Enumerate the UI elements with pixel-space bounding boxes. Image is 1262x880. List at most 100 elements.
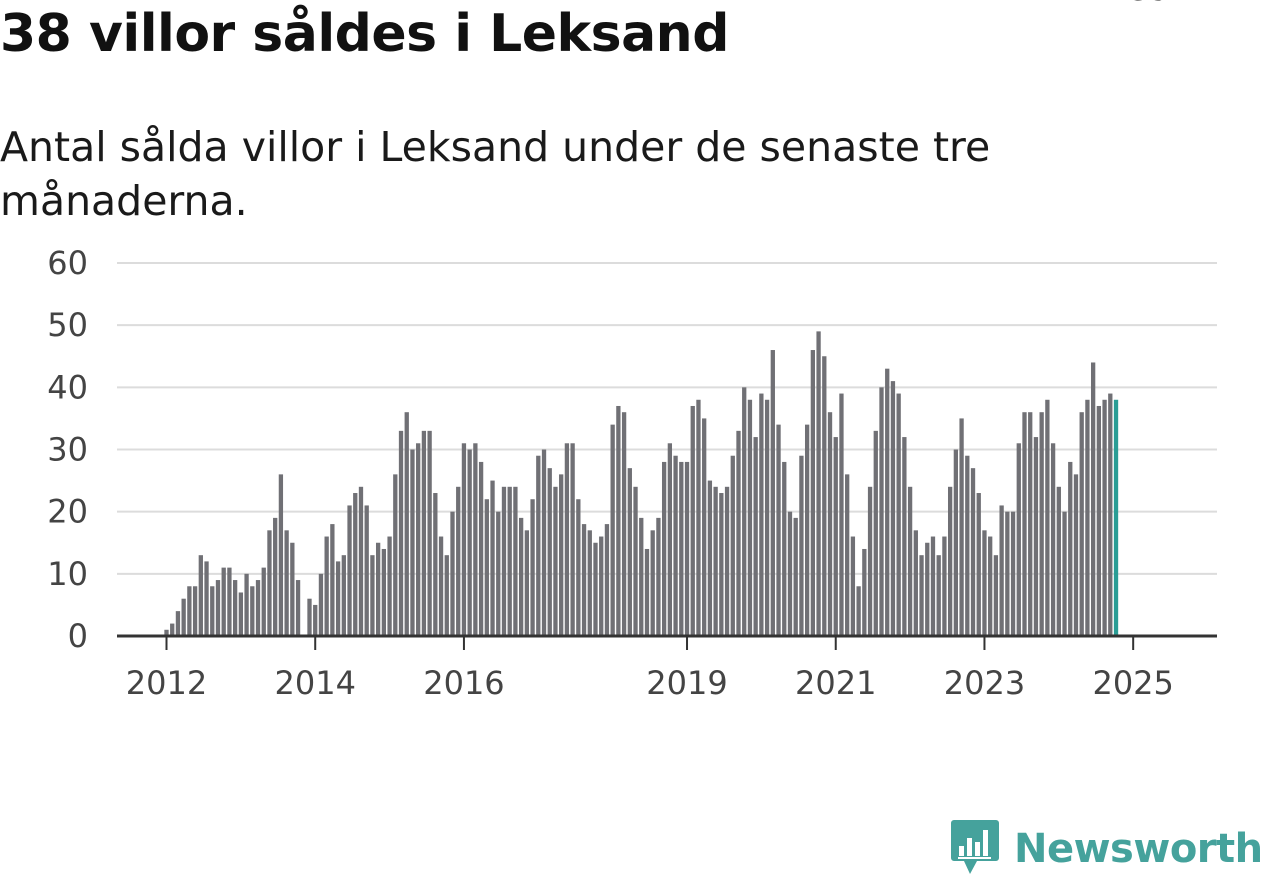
bar — [358, 486, 364, 636]
x-tick-label-2023: 2023 — [944, 664, 1025, 702]
bar — [581, 524, 587, 636]
bars — [164, 331, 1119, 636]
bar — [770, 350, 775, 636]
bar — [450, 511, 455, 636]
bar — [673, 455, 678, 636]
gridlines — [117, 262, 1217, 575]
bar — [644, 548, 650, 636]
bar — [959, 418, 964, 636]
bar — [736, 430, 741, 636]
bar — [1022, 412, 1027, 636]
bar — [215, 580, 221, 636]
bar — [318, 573, 324, 636]
bar — [587, 530, 592, 636]
bar — [650, 530, 655, 636]
x-tick-label-2019: 2019 — [646, 664, 727, 702]
bar — [930, 536, 936, 636]
bar — [793, 517, 798, 636]
y-tick-label-60: 60 — [47, 244, 88, 282]
bar — [570, 443, 575, 636]
bar — [547, 468, 552, 636]
bar — [999, 505, 1004, 636]
bar — [444, 555, 449, 636]
x-tick-label-2014: 2014 — [275, 664, 356, 702]
bar — [175, 611, 181, 636]
bar — [742, 387, 747, 636]
bar — [438, 536, 444, 636]
bar — [713, 486, 718, 636]
bar — [227, 567, 232, 636]
bar — [1068, 461, 1073, 636]
bar — [398, 430, 404, 636]
bar — [473, 443, 478, 636]
chart-title: 38 villor såldes i Leksand — [0, 4, 729, 64]
bar — [273, 517, 278, 636]
bar — [313, 604, 318, 636]
bar — [164, 629, 169, 636]
bar — [381, 548, 387, 636]
bar — [210, 586, 215, 636]
bar — [627, 468, 632, 636]
bar — [850, 536, 856, 636]
bar — [856, 586, 861, 636]
bar — [456, 486, 461, 636]
bar — [1079, 412, 1084, 636]
bar — [724, 486, 730, 636]
bar — [1062, 511, 1067, 636]
bar — [873, 430, 878, 636]
bar — [478, 461, 484, 636]
bar — [1085, 399, 1090, 636]
bar — [330, 524, 335, 636]
bar — [610, 424, 615, 636]
bar — [810, 350, 816, 636]
bar — [804, 424, 810, 636]
x-ticks: 2012 2014 2016 2019 2021 2023 2025 — [126, 636, 1174, 702]
bar — [507, 486, 512, 636]
bar — [982, 530, 987, 636]
bar — [919, 555, 924, 636]
y-tick-label-20: 20 — [47, 493, 88, 531]
bar — [862, 548, 867, 636]
bar — [484, 499, 489, 636]
bar — [993, 555, 999, 636]
bar — [536, 455, 541, 636]
bar — [1016, 443, 1021, 636]
bar — [913, 530, 918, 636]
bar — [696, 399, 701, 636]
y-tick-label-0: 0 — [68, 617, 88, 655]
bar — [238, 592, 244, 636]
bar — [204, 561, 209, 636]
bar — [192, 586, 198, 636]
bar — [518, 517, 524, 636]
last-value-label: 38 — [1130, 0, 1167, 7]
bar — [524, 530, 530, 636]
bar — [250, 586, 255, 636]
bar — [1096, 405, 1102, 636]
bar — [902, 437, 907, 636]
bar — [942, 536, 947, 636]
bar — [970, 468, 976, 636]
bar — [198, 555, 203, 636]
bar — [799, 455, 804, 636]
bar — [559, 474, 564, 636]
bar — [576, 499, 581, 636]
chart-subtitle: Antal sålda villor i Leksand under de se… — [0, 123, 991, 225]
bar — [833, 437, 838, 636]
bar — [753, 437, 758, 636]
bar — [564, 443, 570, 636]
bar — [896, 393, 901, 636]
bar — [679, 461, 684, 636]
bar — [541, 449, 547, 636]
bar — [284, 530, 289, 636]
bar — [1073, 474, 1079, 636]
bar — [461, 443, 467, 636]
y-tick-labels: 0 10 20 30 40 50 60 — [47, 244, 88, 655]
bar — [787, 511, 793, 636]
newsworthy-logo-icon — [951, 820, 999, 874]
bar — [702, 418, 707, 636]
bar-chart: 2012 2014 2016 2019 2021 2023 2025 0 10 20 30 40 50… — [47, 0, 1217, 702]
bar — [232, 580, 238, 636]
bar — [467, 449, 472, 636]
x-tick-label-2012: 2012 — [126, 664, 207, 702]
bar — [684, 461, 690, 636]
